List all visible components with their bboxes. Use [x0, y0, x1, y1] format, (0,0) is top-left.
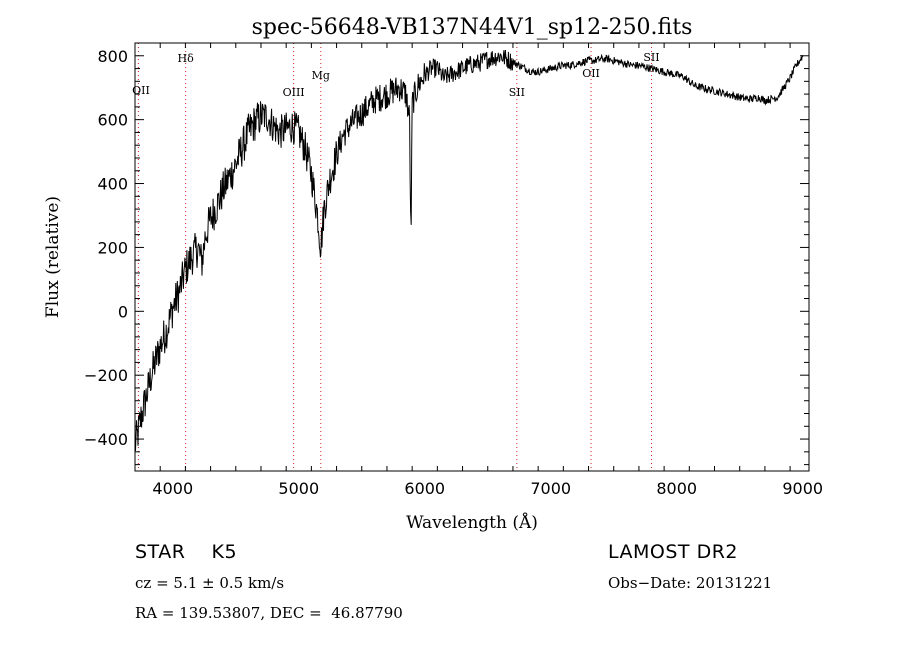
y-tick-label: 400: [97, 175, 128, 194]
line-marker-label: Mg: [312, 69, 330, 82]
x-tick-label: 9000: [782, 479, 823, 498]
x-tick-label: 8000: [656, 479, 697, 498]
x-tick-label: 5000: [278, 479, 319, 498]
coordinates: RA = 139.53807, DEC = 46.87790: [135, 604, 403, 622]
y-tick-label: 200: [97, 238, 128, 257]
line-marker-label: SII: [509, 86, 525, 99]
y-axis: −400 −200 0 200 400 600 800: [84, 42, 809, 466]
y-tick-label: −200: [84, 366, 128, 385]
y-axis-label: Flux (relative): [43, 196, 63, 318]
obs-date: Obs−Date: 20131221: [608, 574, 773, 592]
y-tick-label: −400: [84, 430, 128, 449]
x-tick-label: 7000: [530, 479, 571, 498]
x-tick-label: 4000: [152, 479, 193, 498]
chart-title: spec-56648-VB137N44V1_sp12-250.fits: [252, 15, 693, 40]
spectrum-series: [134, 49, 804, 451]
line-marker-label: SII: [643, 51, 659, 64]
y-tick-label: 800: [97, 47, 128, 66]
x-axis-label: Wavelength (Å): [406, 512, 538, 533]
object-class: STAR K5: [135, 541, 238, 563]
x-axis: 4000 5000 6000 7000 8000 9000: [134, 43, 823, 498]
y-tick-label: 600: [97, 111, 128, 130]
line-marker-label: Hδ: [178, 52, 195, 65]
y-tick-label: 0: [118, 302, 128, 321]
spectrum-line: [134, 49, 804, 451]
line-marker-label: OII: [582, 67, 600, 80]
x-tick-label: 6000: [404, 479, 445, 498]
survey-name: LAMOST DR2: [608, 541, 738, 563]
redshift-info: cz = 5.1 ± 0.5 km/s: [135, 574, 285, 592]
plot-frame: [134, 42, 810, 472]
line-marker-label: OIII: [283, 86, 305, 99]
